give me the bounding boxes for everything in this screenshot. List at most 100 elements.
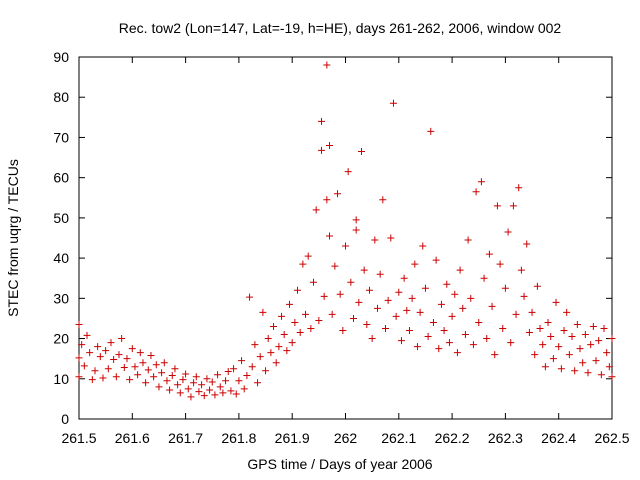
data-point	[208, 378, 216, 386]
y-tick-label: 10	[53, 371, 69, 387]
x-tick-label: 262.4	[541, 430, 576, 446]
data-point	[75, 320, 83, 328]
data-point	[517, 266, 525, 274]
data-point	[475, 318, 483, 326]
data-point	[251, 341, 259, 349]
data-point	[608, 335, 616, 343]
data-point	[192, 373, 200, 381]
data-point	[222, 377, 230, 385]
data-point	[296, 329, 304, 337]
data-point	[123, 355, 131, 363]
data-point	[232, 390, 240, 398]
data-point	[347, 278, 355, 286]
data-point	[555, 343, 563, 351]
x-tick-label: 261.9	[275, 430, 310, 446]
data-point	[128, 345, 136, 353]
data-point	[235, 377, 243, 385]
data-point	[147, 351, 155, 359]
data-point	[216, 383, 224, 391]
data-point	[557, 365, 565, 373]
data-point	[198, 381, 206, 389]
data-point	[552, 298, 560, 306]
data-point	[461, 331, 469, 339]
data-point	[389, 99, 397, 107]
data-point	[571, 367, 579, 375]
y-tick-label: 50	[53, 210, 69, 226]
data-point	[262, 367, 270, 375]
data-point	[397, 337, 405, 345]
data-point	[597, 371, 605, 379]
data-point	[158, 369, 166, 377]
data-point	[214, 371, 222, 379]
data-point	[291, 318, 299, 326]
data-point	[365, 286, 373, 294]
data-point	[112, 373, 120, 381]
x-tick-label: 261.7	[168, 430, 203, 446]
data-point	[339, 327, 347, 335]
data-point	[587, 341, 595, 349]
data-point	[576, 345, 584, 353]
data-point	[584, 369, 592, 377]
data-point	[507, 339, 515, 347]
data-point	[230, 365, 238, 373]
x-tick-label: 262.2	[435, 430, 470, 446]
data-point	[328, 310, 336, 318]
data-point	[315, 316, 323, 324]
data-point	[520, 292, 528, 300]
data-point	[464, 236, 472, 244]
data-point	[259, 308, 267, 316]
data-point	[254, 379, 262, 387]
data-point	[512, 310, 520, 318]
data-point	[344, 168, 352, 176]
data-point	[336, 290, 344, 298]
data-point	[195, 388, 203, 396]
data-point	[589, 322, 597, 330]
data-point	[379, 196, 387, 204]
y-axis-label: STEC from uqrg / TECUs	[5, 159, 21, 317]
data-point	[75, 354, 83, 362]
data-point	[603, 349, 611, 357]
data-point	[496, 260, 504, 268]
data-point	[453, 349, 461, 357]
data-point	[83, 331, 91, 339]
data-point	[408, 294, 416, 302]
data-point	[342, 242, 349, 250]
data-point	[459, 304, 467, 312]
data-point	[323, 61, 331, 69]
data-point	[411, 260, 419, 268]
y-tick-label: 80	[53, 89, 69, 105]
data-point	[488, 302, 496, 310]
data-point	[86, 349, 94, 357]
data-point	[211, 391, 219, 399]
data-point	[224, 368, 232, 376]
data-point	[373, 304, 381, 312]
data-point	[190, 379, 198, 387]
data-point	[96, 353, 104, 361]
data-point	[139, 359, 147, 367]
data-point	[278, 312, 286, 320]
data-point	[126, 376, 134, 384]
data-point	[547, 333, 555, 341]
data-point	[440, 327, 448, 335]
data-point	[91, 367, 99, 375]
data-point	[166, 386, 174, 394]
data-point	[171, 365, 179, 373]
data-point	[240, 385, 248, 393]
data-point	[480, 274, 488, 282]
data-point	[421, 284, 429, 292]
data-point	[168, 372, 176, 380]
data-point	[323, 196, 331, 204]
data-point	[368, 335, 376, 343]
data-point	[174, 381, 182, 389]
data-point	[352, 226, 360, 234]
x-tick-label: 262.1	[381, 430, 416, 446]
data-point	[272, 359, 280, 367]
data-point	[371, 236, 379, 244]
data-point	[541, 363, 549, 371]
data-point	[416, 308, 424, 316]
data-point	[131, 363, 139, 371]
data-point	[536, 325, 544, 332]
data-point	[248, 363, 256, 371]
data-point	[429, 318, 437, 326]
